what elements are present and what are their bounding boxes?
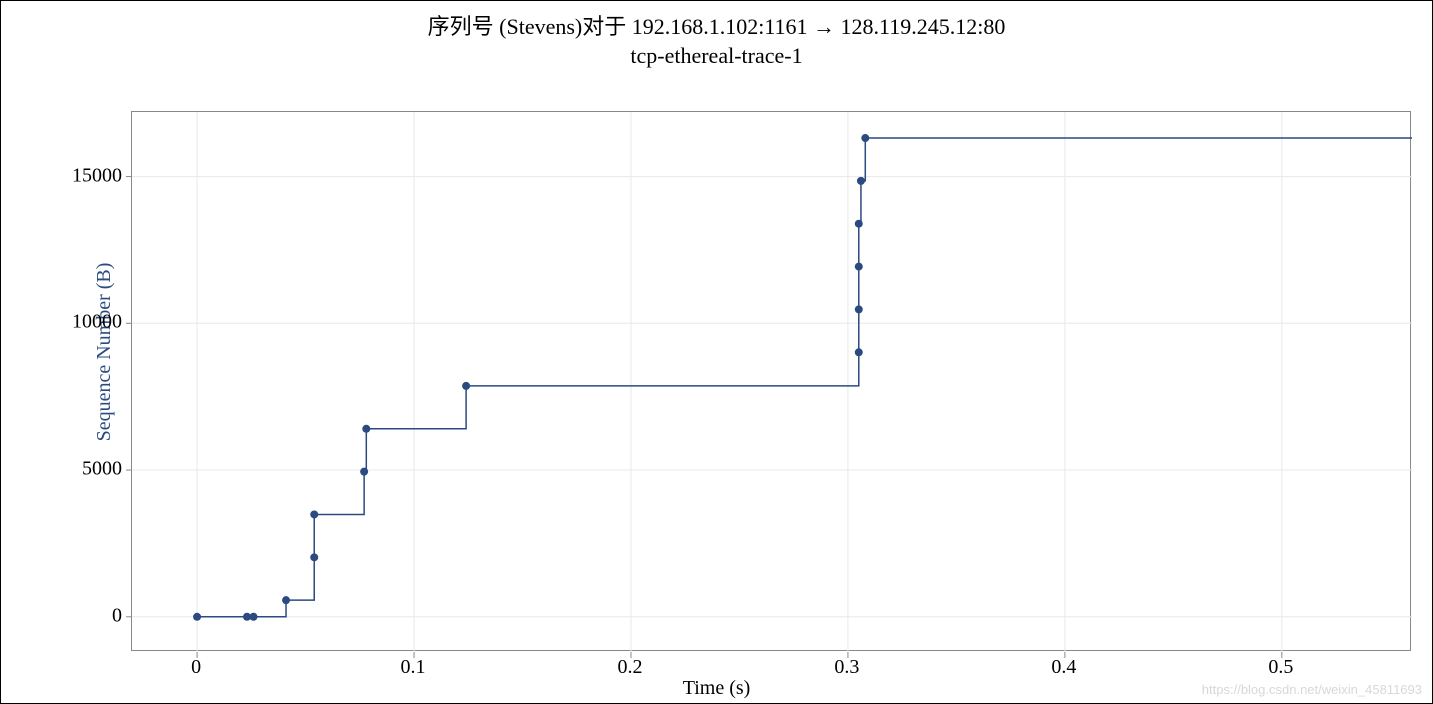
y-tick-label: 0 — [112, 604, 122, 627]
data-point — [310, 510, 318, 518]
data-point — [310, 553, 318, 561]
chart-title-sub: tcp-ethereal-trace-1 — [1, 43, 1432, 69]
x-tick-label: 0.5 — [1268, 656, 1293, 679]
data-point — [855, 263, 863, 271]
data-point — [855, 220, 863, 228]
x-tick-label: 0.2 — [617, 656, 642, 679]
chart-svg — [132, 112, 1410, 650]
data-point — [360, 468, 368, 476]
x-tick-label: 0 — [191, 656, 201, 679]
data-point — [282, 596, 290, 604]
chart-title-main: 序列号 (Stevens)对于 192.168.1.102:1161 → 128… — [1, 9, 1432, 41]
tick-marks — [126, 177, 1282, 658]
y-tick-label: 10000 — [72, 311, 122, 334]
plot-area — [131, 111, 1411, 651]
y-axis-label: Sequence Number (B) — [93, 263, 116, 442]
step-line — [197, 138, 1412, 617]
data-point — [857, 177, 865, 185]
data-point — [462, 382, 470, 390]
gridlines — [132, 112, 1412, 652]
data-points — [193, 134, 869, 621]
x-tick-label: 0.1 — [401, 656, 426, 679]
data-point — [855, 305, 863, 313]
data-point — [855, 348, 863, 356]
data-point — [193, 613, 201, 621]
x-tick-label: 0.4 — [1051, 656, 1076, 679]
y-tick-label: 15000 — [72, 164, 122, 187]
watermark: https://blog.csdn.net/weixin_45811693 — [1202, 682, 1422, 697]
data-point — [861, 134, 869, 142]
y-tick-label: 5000 — [82, 458, 122, 481]
x-tick-label: 0.3 — [834, 656, 859, 679]
data-point — [249, 613, 257, 621]
data-point — [362, 425, 370, 433]
